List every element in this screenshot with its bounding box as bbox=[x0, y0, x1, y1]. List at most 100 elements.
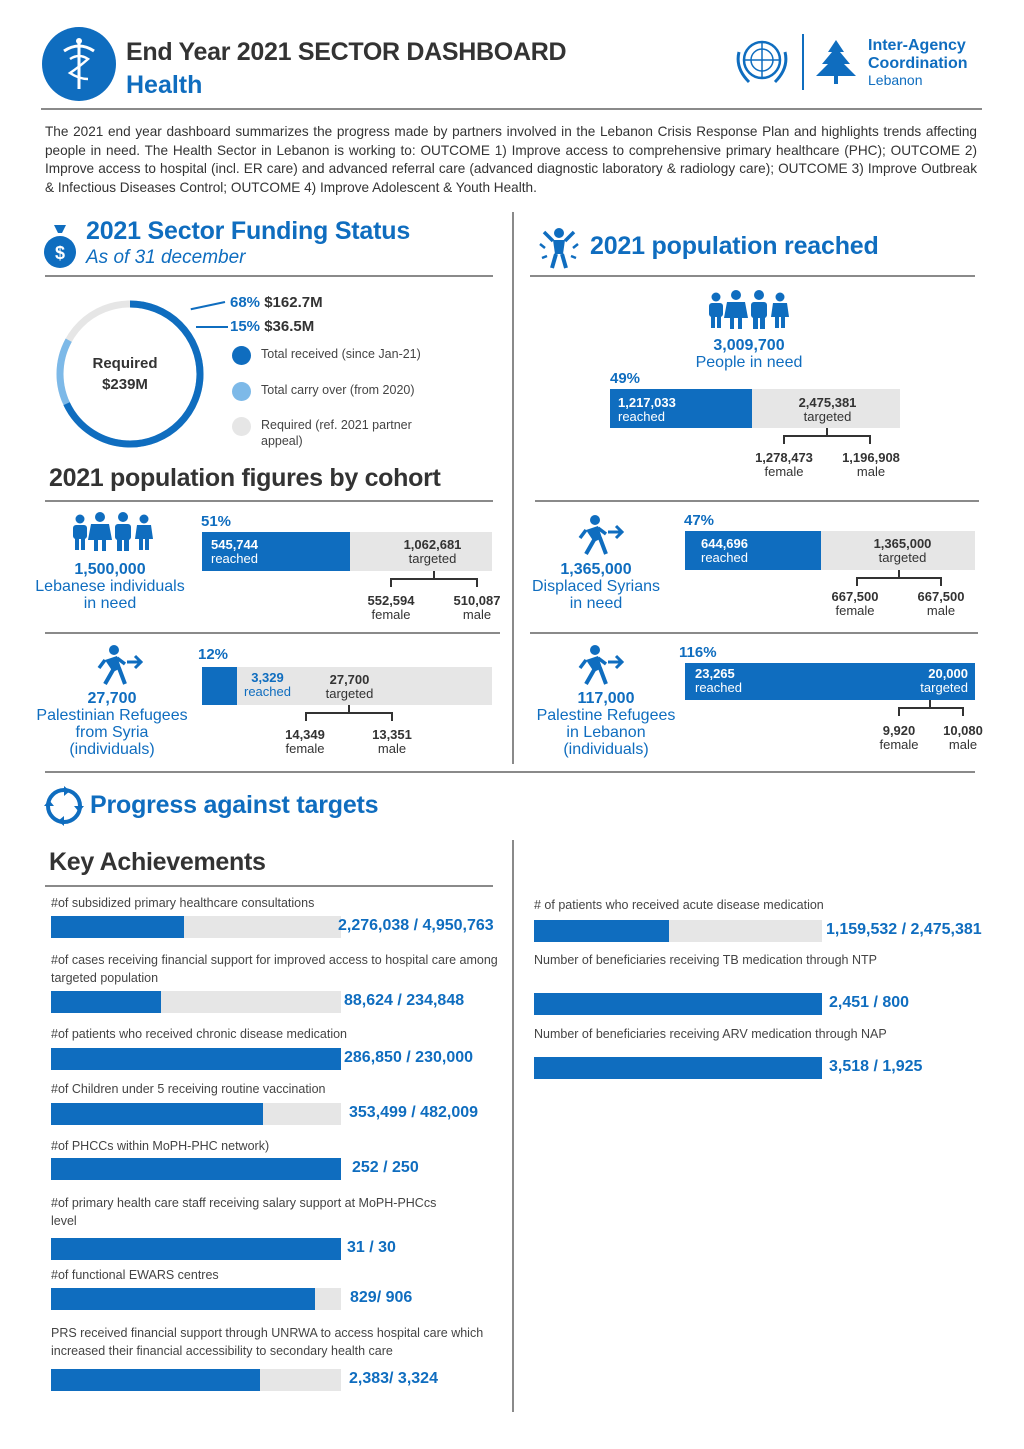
achievement-label: #of PHCCs within MoPH-PHC network) bbox=[51, 1139, 270, 1153]
cohort-row-divider-right bbox=[530, 632, 978, 634]
cohort-prs-female-label: female bbox=[285, 741, 325, 756]
refresh-cycle-icon bbox=[44, 786, 84, 826]
achievement-bar-fill bbox=[534, 920, 670, 942]
reached-divider bbox=[530, 275, 975, 277]
donut-center: Required $239M bbox=[70, 353, 180, 395]
cohort-prs-female-value: 14,349 bbox=[285, 727, 325, 742]
legend-dot-carry bbox=[232, 382, 251, 401]
cohort-lebanese-female-label: female bbox=[371, 607, 411, 622]
donut-required-label: Required bbox=[92, 355, 158, 372]
achievement-label: #of cases receiving financial support fo… bbox=[51, 953, 498, 985]
legend-carry: Total carry over (from 2020) bbox=[232, 382, 415, 401]
achievement-value: 31 / 30 bbox=[347, 1239, 396, 1256]
page-subtitle: Health bbox=[126, 71, 203, 99]
achievement-bar-fill bbox=[51, 1103, 263, 1125]
cohort-syrians-reached: 644,696 reached bbox=[701, 537, 748, 565]
header-divider bbox=[41, 108, 982, 110]
pin-figure: 3,009,700 People in need bbox=[649, 337, 849, 371]
reached-bar-fill bbox=[610, 389, 753, 428]
cohort-prs-bar-bg bbox=[202, 667, 492, 705]
funding-divider bbox=[45, 275, 493, 277]
cohort-prl-targeted: 20,000 targeted bbox=[890, 667, 968, 695]
cohort-syrians-pct: 47% bbox=[684, 512, 715, 529]
cohort-syrians-figure: 1,365,000 Displaced Syrians in need bbox=[506, 561, 686, 612]
cedar-icon bbox=[810, 36, 862, 88]
cohort-prl-male: 10,080 male bbox=[930, 724, 996, 752]
achievement-label: PRS received financial support through U… bbox=[51, 1326, 484, 1358]
cohort-lebanese-female-value: 552,594 bbox=[367, 593, 415, 608]
cohort-prs-num: 27,700 bbox=[87, 690, 137, 707]
health-logo-icon bbox=[42, 27, 116, 101]
achievement-value: 2,383/ 3,324 bbox=[349, 1370, 438, 1387]
cohort-lebanese-reached: 545,744 reached bbox=[211, 538, 258, 566]
cohort-title: 2021 population figures by cohort bbox=[49, 464, 441, 492]
received-figure: 68% $162.7M bbox=[230, 294, 323, 311]
cohort-syrians-name-2: in need bbox=[569, 595, 623, 612]
funding-subtitle: As of 31 december bbox=[86, 247, 246, 268]
reached-bracket-stem bbox=[826, 428, 828, 435]
cohort-lebanese-reached-value: 545,744 bbox=[211, 537, 258, 552]
cohort-prl-name-1: Palestine Refugees bbox=[536, 707, 676, 724]
achievement-value: 3,518 / 1,925 bbox=[829, 1058, 923, 1075]
cohort-prl-reached: 23,265 reached bbox=[695, 667, 742, 695]
reached-label: reached bbox=[618, 409, 665, 424]
legend-carry-label: Total carry over (from 2020) bbox=[261, 383, 415, 397]
legend-required-label: Required (ref. 2021 partner appeal) bbox=[261, 418, 412, 448]
cohort-prl-female: 9,920 female bbox=[866, 724, 932, 752]
funding-donut bbox=[56, 300, 204, 448]
cohort-prs-targeted-label: targeted bbox=[325, 686, 374, 701]
cohort-syrians-targeted-value: 1,365,000 bbox=[873, 536, 932, 551]
achievement-value: 286,850 / 230,000 bbox=[344, 1049, 474, 1066]
un-emblem-icon bbox=[731, 34, 793, 90]
cohort-prl-pct: 116% bbox=[679, 644, 717, 661]
received-pct: 68% bbox=[230, 294, 261, 311]
cohort-syrians-num: 1,365,000 bbox=[560, 561, 632, 578]
cohort-prs-reached-value: 3,329 bbox=[251, 670, 284, 685]
reached-title: 2021 population reached bbox=[590, 232, 879, 260]
targeted-value: 2,475,381 bbox=[798, 395, 857, 410]
reached-female: 1,278,473 female bbox=[745, 451, 823, 479]
targeted-label: targeted bbox=[803, 409, 852, 424]
cohort-prl-num: 117,000 bbox=[577, 690, 635, 707]
logo-divider bbox=[802, 34, 804, 90]
key-achievements-title: Key Achievements bbox=[49, 848, 266, 876]
cohort-lebanese-bracket bbox=[390, 578, 478, 587]
cohort-divider bbox=[45, 500, 493, 502]
column-divider-top bbox=[512, 212, 514, 764]
cohort-prl-bar-fill bbox=[685, 663, 975, 700]
donut-required-value: $239M bbox=[102, 376, 148, 393]
cohort-lebanese-pct: 51% bbox=[201, 513, 232, 530]
carry-pct: 15% bbox=[230, 318, 261, 335]
cohort-lebanese-name-1: Lebanese individuals bbox=[35, 578, 185, 595]
cohort-prl-female-label: female bbox=[879, 737, 919, 752]
cohort-syrians-targeted: 1,365,000 targeted bbox=[840, 537, 965, 565]
people-group-icon bbox=[706, 290, 790, 330]
cohort-syrians-female: 667,500 female bbox=[816, 590, 894, 618]
cohort-syrians-bracket-stem bbox=[898, 570, 900, 577]
achievement-value: 88,624 / 234,848 bbox=[344, 992, 465, 1009]
cohort-prs-bracket-stem bbox=[348, 705, 350, 712]
cohort-syrians-name-1: Displaced Syrians bbox=[531, 578, 661, 595]
funding-title: 2021 Sector Funding Status bbox=[86, 217, 411, 245]
achievement-bar-fill bbox=[534, 993, 822, 1015]
achievement-value: 2,276,038 / 4,950,763 bbox=[338, 917, 494, 934]
prl-moving-person-icon bbox=[576, 644, 626, 686]
achievement-label: Number of beneficiaries receiving ARV me… bbox=[534, 1027, 887, 1041]
cohort-lebanese-male: 510,087 male bbox=[438, 594, 516, 622]
achievement-bar-fill bbox=[51, 1369, 260, 1391]
cohort-prl-reached-label: reached bbox=[695, 680, 742, 695]
cohort-lebanese-name-2: in need bbox=[83, 595, 137, 612]
achievement-label: #of subsidized primary healthcare consul… bbox=[51, 896, 315, 910]
cohort-prl-bracket bbox=[898, 707, 964, 716]
cohort-lebanese-targeted: 1,062,681 targeted bbox=[370, 538, 495, 566]
cohort-syrians-male-value: 667,500 bbox=[917, 589, 965, 604]
achievement-bar-fill bbox=[534, 1057, 822, 1079]
achievement-label: Number of beneficiaries receiving TB med… bbox=[534, 953, 877, 967]
cohort-lebanese-num: 1,500,000 bbox=[74, 561, 146, 578]
cohort-syrians-male: 667,500 male bbox=[902, 590, 980, 618]
achievement-value: 829/ 906 bbox=[350, 1289, 413, 1306]
carry-figure: 15% $36.5M bbox=[230, 318, 314, 335]
logo-line-1: Inter-Agency bbox=[868, 37, 966, 54]
legend-received-label: Total received (since Jan-21) bbox=[261, 347, 421, 361]
achievement-value: 252 / 250 bbox=[352, 1159, 419, 1176]
